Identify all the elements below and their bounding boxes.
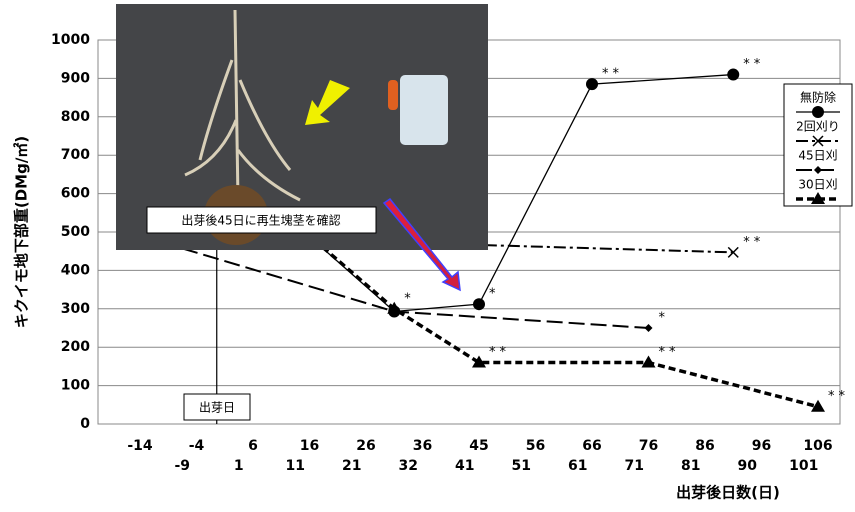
marker bbox=[727, 69, 739, 81]
x-tick-label: 32 bbox=[399, 458, 418, 474]
x-tick-label: 101 bbox=[789, 458, 818, 474]
annotation: * bbox=[489, 287, 500, 302]
y-tick-label: 300 bbox=[61, 301, 90, 317]
series: ******* bbox=[133, 228, 849, 412]
photo: 出芽後45日に再生塊茎を確認 bbox=[116, 4, 488, 250]
y-tick-label: 600 bbox=[61, 186, 90, 202]
x-tick-label: -9 bbox=[174, 458, 190, 474]
annotation: ** bbox=[659, 345, 680, 360]
x-tick-label: 16 bbox=[300, 438, 319, 454]
y-tick-label: 900 bbox=[61, 70, 90, 86]
x-tick-label: 76 bbox=[639, 438, 658, 454]
x-tick-label: 1 bbox=[234, 458, 244, 474]
x-tick-label: 21 bbox=[342, 458, 361, 474]
x-tick-label: 61 bbox=[568, 458, 587, 474]
marker bbox=[642, 356, 656, 368]
y-tick-label: 400 bbox=[61, 262, 90, 278]
legend-label: 2回刈り bbox=[796, 120, 840, 134]
x-tick-label: 81 bbox=[681, 458, 700, 474]
x-tick-label: 36 bbox=[413, 438, 432, 454]
marker bbox=[645, 324, 653, 332]
y-tick-label: 800 bbox=[61, 109, 90, 125]
x-tick-label: -4 bbox=[189, 438, 205, 454]
y-tick-label: 500 bbox=[61, 224, 90, 240]
x-tick-label: 11 bbox=[286, 458, 305, 474]
series-line bbox=[140, 235, 818, 407]
y-tick-label: 0 bbox=[80, 416, 90, 432]
x-tick-label: 66 bbox=[582, 438, 601, 454]
legend-label: 30日刈 bbox=[798, 178, 837, 192]
x-tick-label: 56 bbox=[526, 438, 545, 454]
photo-camera bbox=[400, 75, 448, 145]
x-tick-label: 90 bbox=[738, 458, 758, 474]
x-tick-label: 106 bbox=[803, 438, 832, 454]
legend-label: 45日刈 bbox=[798, 149, 837, 163]
photo-marker bbox=[388, 80, 398, 110]
annotation: ** bbox=[828, 389, 849, 404]
x-tick-label: 41 bbox=[455, 458, 474, 474]
x-axis-title: 出芽後日数(日) bbox=[676, 484, 780, 502]
photo-caption: 出芽後45日に再生塊茎を確認 bbox=[181, 213, 340, 228]
annotation: ** bbox=[602, 67, 623, 82]
x-tick-label: 86 bbox=[695, 438, 714, 454]
annotation: * bbox=[404, 291, 415, 306]
legend: 無防除 2回刈り 45日刈 30日刈 bbox=[784, 84, 852, 206]
x-tick-label: 96 bbox=[752, 438, 771, 454]
y-tick-label: 100 bbox=[61, 378, 90, 394]
annotation: * bbox=[659, 311, 670, 326]
annotation: ** bbox=[743, 57, 764, 72]
marker bbox=[586, 78, 598, 90]
x-tick-label: 45 bbox=[469, 438, 488, 454]
y-tick-label: 700 bbox=[61, 147, 90, 163]
annotation: ** bbox=[743, 235, 764, 250]
chart: 0 100 200 300 400 500 600 700 800 900 1000 -14 -9 -4 1… bbox=[0, 0, 855, 508]
x-tick-label: 51 bbox=[512, 458, 531, 474]
x-tick-label: -14 bbox=[127, 438, 153, 454]
legend-marker bbox=[812, 106, 824, 118]
x-tick-label: 26 bbox=[356, 438, 375, 454]
legend-label: 無防除 bbox=[800, 90, 836, 105]
y-tick-label: 1000 bbox=[51, 32, 90, 48]
x-tick-label: 6 bbox=[248, 438, 258, 454]
annotation: ** bbox=[489, 345, 510, 360]
emergence-label: 出芽日 bbox=[199, 401, 235, 415]
y-axis-title: キクイモ地下部重(DMg/㎡) bbox=[13, 136, 31, 328]
marker bbox=[728, 247, 738, 257]
y-tick-label: 200 bbox=[61, 339, 90, 355]
marker bbox=[473, 298, 485, 310]
x-tick-label: 71 bbox=[625, 458, 644, 474]
